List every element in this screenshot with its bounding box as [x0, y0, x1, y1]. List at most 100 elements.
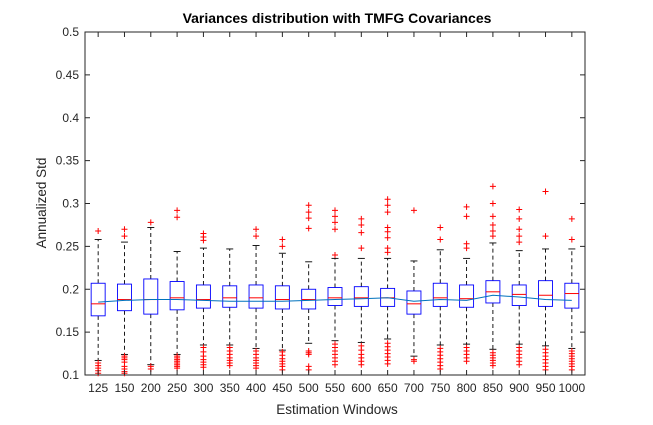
y-tick-label: 0.35	[56, 154, 80, 168]
outlier-marker	[516, 215, 523, 222]
outlier-marker	[332, 219, 338, 226]
outlier-marker	[410, 207, 417, 214]
outlier-marker	[384, 360, 391, 367]
box-850	[485, 183, 501, 369]
box-iqr	[143, 278, 159, 315]
x-tick-label: 650	[378, 381, 398, 395]
outlier-marker	[384, 245, 391, 252]
outlier-marker	[358, 361, 365, 368]
outlier-marker	[410, 358, 417, 365]
box-950	[538, 188, 553, 373]
outlier-marker	[332, 207, 338, 214]
x-tick-label: 500	[299, 381, 319, 395]
box-250	[169, 207, 185, 372]
axes-frame	[84, 31, 586, 376]
x-axis-label: Estimation Windows	[276, 402, 398, 417]
x-tick-label: 800	[457, 381, 477, 395]
outlier-marker	[253, 233, 260, 240]
y-tick-label: 0.15	[56, 325, 80, 339]
y-tick-label: 0.4	[62, 111, 79, 125]
box-300	[195, 230, 211, 371]
box-iqr	[511, 284, 527, 306]
outlier-marker	[305, 209, 312, 216]
outlier-marker	[463, 358, 470, 365]
chart-title: Variances distribution with TMFG Covaria…	[183, 10, 492, 26]
outlier-marker	[174, 207, 181, 214]
x-tick-label: 350	[220, 381, 240, 395]
outlier-marker	[384, 209, 391, 216]
outlier-marker	[305, 215, 312, 222]
outlier-marker	[332, 226, 338, 233]
outlier-marker	[568, 236, 575, 243]
outlier-marker	[384, 202, 391, 209]
outlier-marker	[489, 213, 496, 220]
outlier-marker	[121, 233, 128, 240]
x-tick-label: 700	[404, 381, 424, 395]
outlier-marker	[305, 351, 312, 358]
outlier-marker	[489, 362, 496, 369]
box-iqr	[90, 282, 106, 317]
box-450	[274, 236, 290, 373]
outlier-marker	[358, 221, 365, 228]
y-tick-label: 0.5	[62, 25, 79, 39]
outlier-marker	[147, 219, 154, 226]
box-600	[353, 215, 369, 368]
x-tick-label: 300	[193, 381, 213, 395]
outlier-marker	[305, 225, 312, 232]
box-iqr	[564, 282, 580, 309]
outlier-marker	[437, 236, 444, 243]
y-axis-label: Annualized Std	[34, 158, 49, 249]
outlier-marker	[489, 227, 496, 234]
box-900	[511, 206, 527, 368]
box-150	[117, 226, 132, 377]
outlier-marker	[489, 233, 496, 240]
box-650	[380, 196, 396, 367]
box-iqr	[222, 285, 238, 308]
box-iqr	[169, 281, 185, 311]
x-tick-label: 450	[272, 381, 292, 395]
box-700	[406, 207, 422, 365]
outlier-marker	[332, 361, 338, 368]
outlier-marker	[332, 213, 338, 220]
outlier-marker	[95, 227, 102, 234]
x-tick-label: 550	[325, 381, 345, 395]
plot-area: 0.1 0.15 0.2 0.25 0.3 0.35 0.4 0.45 0.5 125 150 200…	[56, 25, 586, 395]
box-550	[327, 207, 343, 368]
outlier-marker	[463, 213, 470, 220]
outlier-marker	[516, 239, 523, 246]
box-iqr	[459, 284, 475, 308]
x-tick-label: 250	[167, 381, 187, 395]
box-1000	[564, 215, 580, 373]
box-iqr	[117, 283, 132, 312]
box-iqr	[406, 290, 422, 315]
outlier-marker	[279, 243, 286, 250]
y-tick-label: 0.3	[62, 197, 79, 211]
y-tick-label: 0.25	[56, 239, 80, 253]
outlier-marker	[358, 245, 365, 252]
box-iqr	[327, 287, 343, 306]
y-tick-label: 0.2	[62, 282, 79, 296]
outlier-marker	[174, 214, 181, 221]
x-tick-label: 600	[351, 381, 371, 395]
outlier-marker	[542, 188, 549, 195]
box-iqr	[432, 282, 448, 307]
box-iqr	[538, 280, 553, 307]
outlier-marker	[253, 226, 260, 233]
x-tick-label: 1000	[558, 381, 585, 395]
outlier-marker	[121, 226, 128, 233]
box-iqr	[248, 284, 264, 309]
box-350	[222, 248, 238, 369]
box-500	[301, 202, 317, 373]
box-iqr	[353, 286, 369, 307]
box-iqr	[274, 285, 290, 310]
outlier-marker	[489, 183, 496, 190]
x-tick-label: 150	[114, 381, 134, 395]
x-tick-label: 125	[88, 381, 108, 395]
x-tick-label: 900	[509, 381, 529, 395]
x-tick-label: 400	[246, 381, 266, 395]
x-tick-label: 200	[141, 381, 161, 395]
y-tick-label: 0.45	[56, 68, 80, 82]
outlier-marker	[384, 224, 391, 231]
outlier-marker	[226, 362, 233, 369]
